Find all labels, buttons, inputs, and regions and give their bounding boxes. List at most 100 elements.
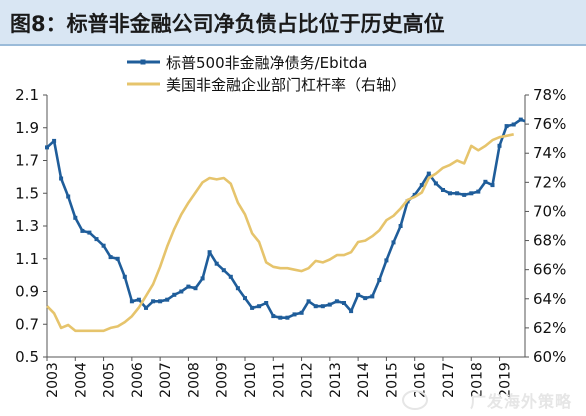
series-point-0 xyxy=(313,304,318,309)
x-tick-label: 2006 xyxy=(130,362,146,398)
series-point-0 xyxy=(115,256,120,261)
series-point-0 xyxy=(250,305,255,310)
x-tick-label: 2010 xyxy=(243,362,259,398)
x-tick-label: 2011 xyxy=(271,362,287,398)
series-point-0 xyxy=(151,299,156,304)
series-point-0 xyxy=(193,286,198,291)
series-point-0 xyxy=(228,274,233,279)
series-point-0 xyxy=(306,299,311,304)
x-tick-label: 2016 xyxy=(413,362,429,398)
series-point-0 xyxy=(108,255,113,260)
series-point-0 xyxy=(334,299,339,304)
legend-marker-net-debt xyxy=(140,59,146,65)
series-point-0 xyxy=(299,310,304,315)
x-tick-label: 2005 xyxy=(102,362,118,398)
series-line-0 xyxy=(46,118,526,320)
series-point-0 xyxy=(490,183,495,188)
y-left-tick-label: 1.3 xyxy=(15,217,39,235)
y-left-tick-label: 0.5 xyxy=(15,348,39,366)
axes: 0.5 0.7 0.9 1.1 1.3 1.5 1.7 1.9 2.1 60% 62% 64% 66% 6… xyxy=(15,86,566,398)
series-point-0 xyxy=(80,228,85,233)
series-point-0 xyxy=(122,274,127,279)
series-point-0 xyxy=(433,181,438,186)
x-tick-label: 2017 xyxy=(441,362,457,398)
title-bar: 图8：标普非金融公司净负债占比位于历史高位 xyxy=(0,0,586,46)
x-tick-label: 2012 xyxy=(300,362,316,398)
series-point-0 xyxy=(476,189,481,194)
series-point-0 xyxy=(412,192,417,197)
series-point-0 xyxy=(165,297,170,302)
series-point-0 xyxy=(66,194,71,199)
series-point-0 xyxy=(101,243,106,248)
series-point-0 xyxy=(94,237,99,242)
y-left-tick-label: 1.7 xyxy=(15,152,39,170)
series-point-0 xyxy=(356,292,361,297)
series-point-0 xyxy=(45,145,49,150)
series-point-0 xyxy=(320,304,325,309)
series-point-0 xyxy=(235,286,240,291)
series-point-0 xyxy=(207,250,212,255)
y-right-tick-label: 72% xyxy=(533,173,566,191)
series-point-0 xyxy=(52,138,57,143)
series-point-0 xyxy=(504,124,509,129)
legend-item-net-debt: 标普500非金融净债务/Ebitda xyxy=(127,54,367,72)
wechat-icon xyxy=(402,390,428,410)
series-point-0 xyxy=(179,289,184,294)
series-point-0 xyxy=(243,296,247,301)
y-right-tick-label: 62% xyxy=(533,319,566,337)
series-point-0 xyxy=(377,278,382,282)
series-point-0 xyxy=(172,292,177,297)
y-left-tick-label: 0.9 xyxy=(15,283,39,301)
chart-title: 图8：标普非金融公司净负债占比位于历史高位 xyxy=(10,12,445,36)
series-point-0 xyxy=(257,304,262,309)
series-point-0 xyxy=(271,314,276,319)
legend-label-net-debt: 标普500非金融净债务/Ebitda xyxy=(166,54,367,72)
series-point-0 xyxy=(419,183,424,188)
x-tick-label: 2004 xyxy=(73,362,89,398)
x-tick-label: 2009 xyxy=(215,362,231,398)
series-point-0 xyxy=(73,215,78,220)
series-point-0 xyxy=(349,309,354,314)
series-point-0 xyxy=(511,122,516,127)
series-group xyxy=(45,117,526,333)
series-point-0 xyxy=(497,143,502,148)
series-point-0 xyxy=(518,117,523,122)
series-point-0 xyxy=(144,305,148,310)
series-point-0 xyxy=(186,284,191,289)
y-right-tick-label: 74% xyxy=(533,144,566,162)
legend-item-leverage: 美国非金融企业部门杠杆率（右轴） xyxy=(127,76,406,94)
y-right-tick-label: 68% xyxy=(533,232,566,250)
y-right-tick-label: 70% xyxy=(533,202,566,220)
series-point-0 xyxy=(469,191,474,196)
legend-label-leverage: 美国非金融企业部门杠杆率（右轴） xyxy=(166,76,406,94)
series-point-0 xyxy=(462,192,467,197)
x-tick-label: 2014 xyxy=(356,362,372,398)
series-point-0 xyxy=(398,224,403,228)
y-left-tick-label: 1.5 xyxy=(15,184,39,202)
y-left-tick-label: 1.9 xyxy=(15,119,39,137)
series-point-0 xyxy=(200,276,205,281)
legend: 标普500非金融净债务/Ebitda 美国非金融企业部门杠杆率（右轴） xyxy=(127,54,406,94)
series-point-0 xyxy=(264,301,269,305)
series-point-0 xyxy=(391,240,396,245)
series-point-0 xyxy=(292,312,297,317)
x-tick-label: 2019 xyxy=(498,362,514,398)
series-point-0 xyxy=(448,191,452,196)
series-point-0 xyxy=(363,296,368,301)
series-point-0 xyxy=(158,299,163,304)
x-tick-label: 2013 xyxy=(328,362,344,398)
y-right-tick-label: 64% xyxy=(533,290,566,308)
y-left-tick-label: 0.7 xyxy=(15,315,39,333)
series-point-0 xyxy=(384,258,389,263)
x-tick-label: 2018 xyxy=(469,362,485,398)
series-point-0 xyxy=(441,188,445,192)
x-tick-label: 2015 xyxy=(384,362,400,398)
series-point-0 xyxy=(59,176,64,181)
series-point-0 xyxy=(87,230,92,235)
series-point-0 xyxy=(327,302,332,307)
x-tick-label: 2008 xyxy=(186,362,202,398)
series-line-1 xyxy=(46,133,514,333)
series-point-0 xyxy=(129,299,134,304)
series-point-0 xyxy=(370,294,375,299)
